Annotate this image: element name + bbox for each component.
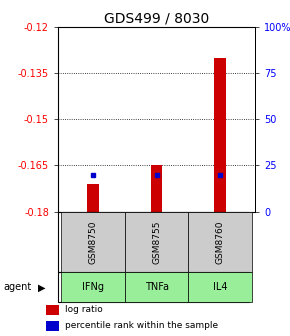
Text: GSM8750: GSM8750 <box>88 220 97 264</box>
Text: agent: agent <box>3 282 31 292</box>
Bar <box>188 272 252 302</box>
Bar <box>46 304 59 315</box>
Text: log ratio: log ratio <box>65 305 102 314</box>
Bar <box>46 321 59 331</box>
Bar <box>87 184 99 212</box>
Bar <box>125 212 188 272</box>
Bar <box>125 272 188 302</box>
Text: GSM8760: GSM8760 <box>216 220 225 264</box>
Text: percentile rank within the sample: percentile rank within the sample <box>65 322 218 331</box>
Text: GSM8755: GSM8755 <box>152 220 161 264</box>
Bar <box>215 58 226 212</box>
Title: GDS499 / 8030: GDS499 / 8030 <box>104 12 209 26</box>
Text: IFNg: IFNg <box>82 282 104 292</box>
Text: IL4: IL4 <box>213 282 227 292</box>
Bar <box>61 272 125 302</box>
Bar <box>61 212 125 272</box>
Bar <box>188 212 252 272</box>
Text: ▶: ▶ <box>38 282 46 292</box>
Bar <box>151 166 162 212</box>
Text: TNFa: TNFa <box>145 282 168 292</box>
